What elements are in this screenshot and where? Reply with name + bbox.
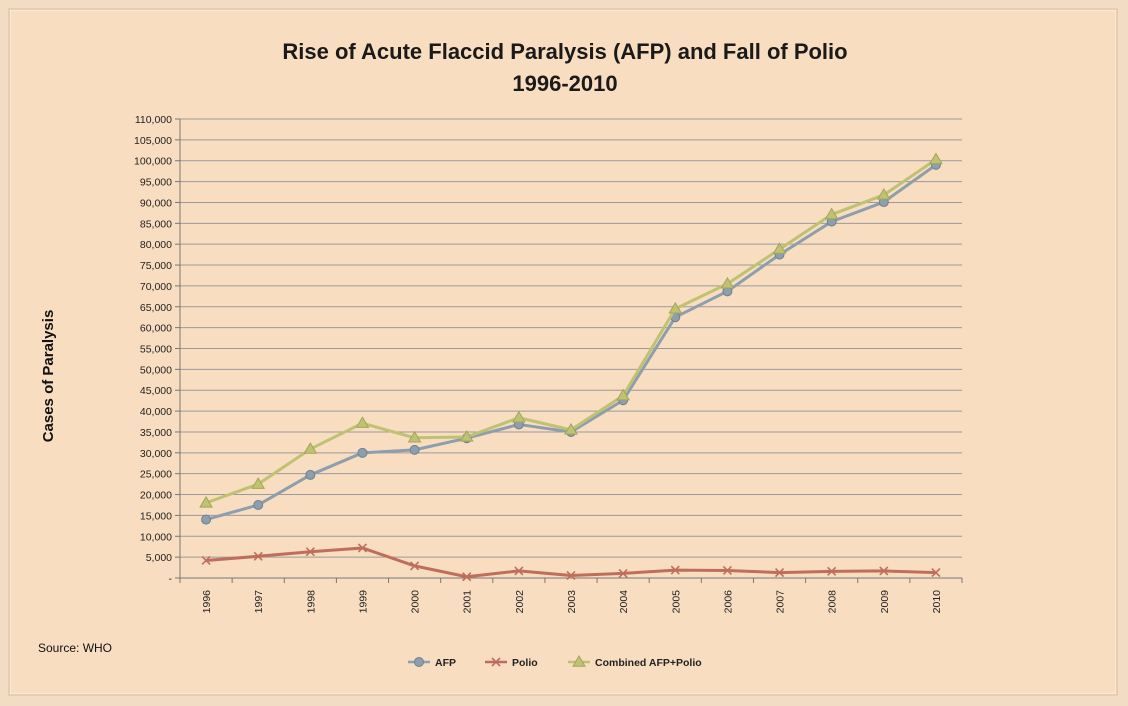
gridlines bbox=[180, 118, 962, 558]
x-tick-label: 1996 bbox=[201, 590, 213, 614]
y-tick-label: 40,000 bbox=[140, 406, 172, 418]
y-tick-labels: - 5,000 10,000 15,000 20,000 25,000 30,000 35,0… bbox=[134, 114, 172, 585]
data-point bbox=[491, 657, 501, 667]
x-tick-label: 2003 bbox=[566, 590, 578, 614]
data-point bbox=[462, 572, 472, 582]
data-point bbox=[824, 207, 839, 220]
data-point bbox=[876, 187, 891, 200]
data-point bbox=[199, 495, 213, 508]
y-tick-label: 25,000 bbox=[140, 469, 172, 481]
x-tick-label: 2007 bbox=[775, 590, 787, 614]
data-point bbox=[879, 566, 889, 576]
x-tick-label: 1997 bbox=[253, 590, 265, 614]
data-point bbox=[564, 422, 578, 435]
y-tick-label: 85,000 bbox=[140, 218, 172, 230]
y-tick-label: 20,000 bbox=[140, 490, 172, 502]
y-tick-label: 15,000 bbox=[140, 510, 172, 522]
x-tick-label: 2008 bbox=[827, 590, 839, 614]
y-tick-label: 55,000 bbox=[140, 344, 172, 356]
data-point bbox=[305, 547, 315, 557]
x-tick-label: 2006 bbox=[722, 590, 734, 614]
data-point bbox=[357, 543, 368, 553]
data-point bbox=[305, 469, 316, 480]
y-tick-label: 110,000 bbox=[135, 114, 172, 126]
y-axis-label: Cases of Paralysis bbox=[40, 310, 57, 443]
series-lines bbox=[199, 152, 943, 582]
data-point bbox=[722, 565, 732, 576]
data-point bbox=[572, 655, 586, 667]
data-point bbox=[670, 565, 680, 575]
legend-item: AFP bbox=[408, 657, 456, 669]
data-point bbox=[511, 410, 526, 423]
data-point bbox=[616, 388, 631, 401]
y-tick-label: 5,000 bbox=[146, 552, 172, 564]
data-point bbox=[459, 429, 474, 442]
x-tick-label: 2002 bbox=[514, 590, 526, 614]
series-line bbox=[205, 546, 936, 579]
y-tick-label: 10,000 bbox=[140, 531, 172, 543]
legend-item: Combined AFP+Polio bbox=[568, 655, 702, 669]
y-tick-label: 80,000 bbox=[140, 239, 172, 251]
data-point bbox=[409, 444, 420, 455]
x-tick-label: 2004 bbox=[618, 590, 630, 614]
x-tick-label: 1999 bbox=[357, 590, 369, 614]
data-point bbox=[566, 570, 576, 581]
y-tick-label: 35,000 bbox=[140, 427, 172, 439]
legend-label: Combined AFP+Polio bbox=[595, 657, 702, 669]
y-tick-label: - bbox=[169, 573, 173, 585]
x-tick-label: 2010 bbox=[931, 590, 943, 614]
data-point bbox=[414, 657, 424, 667]
chart-subtitle: 1996-2010 bbox=[512, 71, 617, 96]
data-point bbox=[201, 514, 212, 525]
x-tick-label: 1998 bbox=[305, 590, 317, 614]
data-point bbox=[929, 152, 943, 165]
y-tick-label: 30,000 bbox=[140, 448, 172, 460]
y-tick-label: 45,000 bbox=[140, 385, 172, 397]
source-note: Source: WHO bbox=[38, 641, 112, 655]
data-point bbox=[514, 566, 524, 576]
legend-item: Polio bbox=[485, 657, 538, 669]
legend-label: AFP bbox=[435, 657, 456, 669]
y-tick-label: 50,000 bbox=[140, 364, 172, 376]
x-tick-labels: 1996 1997 1998 1999 2000 2001 2002 2003 2004 2005… bbox=[201, 590, 943, 614]
x-tick-label: 2009 bbox=[879, 590, 891, 614]
data-point bbox=[827, 566, 837, 576]
y-tick-label: 90,000 bbox=[140, 197, 172, 209]
data-point bbox=[355, 416, 370, 428]
y-tick-label: 65,000 bbox=[140, 302, 172, 314]
axes bbox=[175, 118, 963, 583]
legend-label: Polio bbox=[512, 657, 538, 669]
x-tick-label: 2005 bbox=[670, 590, 682, 614]
data-point bbox=[720, 276, 735, 289]
y-tick-label: 60,000 bbox=[140, 323, 172, 335]
data-point bbox=[253, 499, 264, 510]
data-point bbox=[668, 301, 683, 314]
data-point bbox=[931, 568, 941, 578]
data-point bbox=[410, 561, 420, 571]
chart-title: Rise of Acute Flaccid Paralysis (AFP) an… bbox=[282, 39, 847, 64]
data-point bbox=[253, 551, 263, 561]
series-polio bbox=[201, 543, 941, 582]
data-point bbox=[357, 447, 368, 458]
legend: AFP Polio Combined AFP+Polio bbox=[408, 655, 702, 669]
y-tick-label: 70,000 bbox=[140, 281, 172, 293]
y-tick-label: 105,000 bbox=[134, 135, 172, 147]
series-combined-afp-polio bbox=[199, 152, 943, 508]
data-point bbox=[201, 555, 211, 566]
data-point bbox=[251, 477, 266, 489]
data-point bbox=[774, 568, 785, 578]
data-point bbox=[772, 242, 787, 254]
y-tick-label: 95,000 bbox=[140, 177, 172, 189]
data-point bbox=[303, 442, 318, 454]
data-point bbox=[407, 430, 422, 443]
y-tick-label: 75,000 bbox=[140, 260, 172, 272]
data-point bbox=[618, 568, 628, 578]
chart-frame bbox=[8, 8, 1118, 696]
x-tick-label: 2000 bbox=[410, 590, 422, 614]
y-tick-label: 100,000 bbox=[134, 156, 172, 168]
x-tick-label: 2001 bbox=[462, 590, 474, 614]
